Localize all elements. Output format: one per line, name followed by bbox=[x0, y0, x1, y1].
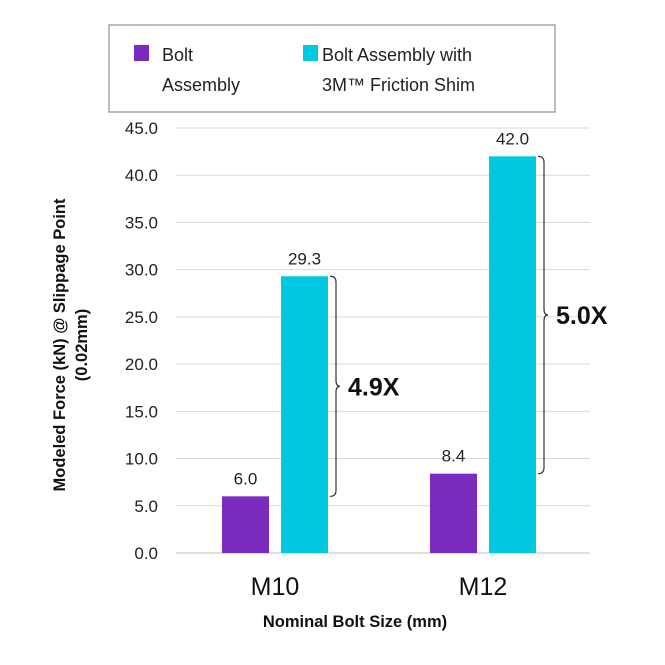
data-labels: 6.0 29.3 8.4 42.0 bbox=[234, 129, 529, 488]
x-category-label: M10 bbox=[251, 573, 300, 601]
y-tick-label: 30.0 bbox=[125, 261, 158, 280]
legend-label-bolt-assembly-with-shim-line-2: 3M™ Friction Shim bbox=[322, 75, 475, 95]
legend-swatch-bolt-assembly bbox=[134, 45, 149, 61]
y-tick-label: 10.0 bbox=[125, 450, 158, 469]
y-axis-ticks: 0.0 5.0 10.0 15.0 20.0 25.0 30.0 35.0 40.0 45.0 bbox=[125, 119, 158, 563]
legend-box bbox=[108, 24, 556, 113]
data-label: 42.0 bbox=[496, 129, 529, 148]
ratio-bracket bbox=[329, 275, 341, 497]
bar-bolt-assembly-with-shim-m12 bbox=[489, 156, 536, 554]
bars bbox=[222, 156, 536, 554]
ratio-bracket bbox=[537, 155, 549, 475]
legend: Bolt Assembly Bolt Assembly with 3M™ Fri… bbox=[108, 24, 556, 113]
x-category-label: M12 bbox=[459, 573, 508, 601]
legend-label-bolt-assembly-line-2: Assembly bbox=[162, 75, 240, 95]
gridlines bbox=[176, 127, 590, 507]
data-label: 6.0 bbox=[234, 469, 258, 488]
y-axis-title-line-1: Modeled Force (kN) @ Slippage Point bbox=[51, 198, 69, 491]
y-tick-label: 25.0 bbox=[125, 308, 158, 327]
y-tick-label: 35.0 bbox=[125, 213, 158, 232]
y-tick-label: 45.0 bbox=[125, 119, 158, 138]
y-tick-label: 5.0 bbox=[134, 497, 158, 516]
y-tick-label: 20.0 bbox=[125, 355, 158, 374]
y-tick-label: 15.0 bbox=[125, 402, 158, 421]
y-tick-label: 40.0 bbox=[125, 166, 158, 185]
ratio-brackets: 4.9X 5.0X bbox=[329, 155, 608, 497]
y-axis-title: Modeled Force (kN) @ Slippage Point (0.0… bbox=[51, 198, 91, 491]
data-label: 8.4 bbox=[442, 447, 466, 466]
ratio-annotation: 4.9X bbox=[348, 373, 400, 401]
x-axis-categories: M10 M12 bbox=[251, 573, 508, 601]
ratio-annotation: 5.0X bbox=[556, 302, 608, 330]
legend-label-bolt-assembly-line-1: Bolt bbox=[162, 45, 193, 65]
x-axis-title: Nominal Bolt Size (mm) bbox=[263, 613, 447, 631]
legend-label-bolt-assembly-with-shim-line-1: Bolt Assembly with bbox=[322, 45, 472, 65]
bar-bolt-assembly-with-shim-m10 bbox=[281, 276, 328, 553]
data-label: 29.3 bbox=[288, 249, 321, 268]
y-axis-title-line-2: (0.02mm) bbox=[73, 309, 91, 381]
bar-bolt-assembly-m12 bbox=[430, 473, 477, 553]
y-tick-label: 0.0 bbox=[134, 544, 158, 563]
legend-swatch-bolt-assembly-with-shim bbox=[303, 45, 318, 61]
bar-bolt-assembly-m10 bbox=[222, 496, 269, 553]
